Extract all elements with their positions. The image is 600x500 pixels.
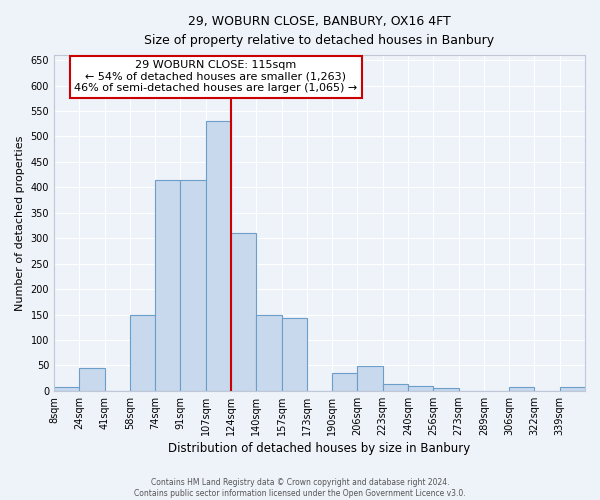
X-axis label: Distribution of detached houses by size in Banbury: Distribution of detached houses by size … — [169, 442, 470, 455]
Bar — [433, 388, 458, 391]
Bar — [130, 314, 155, 391]
Bar — [358, 366, 383, 391]
Text: 29 WOBURN CLOSE: 115sqm
← 54% of detached houses are smaller (1,263)
46% of semi: 29 WOBURN CLOSE: 115sqm ← 54% of detache… — [74, 60, 358, 94]
Y-axis label: Number of detached properties: Number of detached properties — [15, 136, 25, 310]
Bar — [231, 233, 256, 391]
Bar — [332, 373, 358, 391]
Bar — [383, 384, 408, 391]
Bar — [509, 387, 535, 391]
Bar — [408, 386, 433, 391]
Bar — [560, 387, 585, 391]
Title: 29, WOBURN CLOSE, BANBURY, OX16 4FT
Size of property relative to detached houses: 29, WOBURN CLOSE, BANBURY, OX16 4FT Size… — [145, 15, 494, 47]
Bar — [256, 314, 281, 391]
Bar — [206, 121, 231, 391]
Bar — [281, 318, 307, 391]
Text: Contains HM Land Registry data © Crown copyright and database right 2024.
Contai: Contains HM Land Registry data © Crown c… — [134, 478, 466, 498]
Bar — [54, 387, 79, 391]
Bar — [181, 180, 206, 391]
Bar — [155, 180, 181, 391]
Bar — [79, 368, 104, 391]
